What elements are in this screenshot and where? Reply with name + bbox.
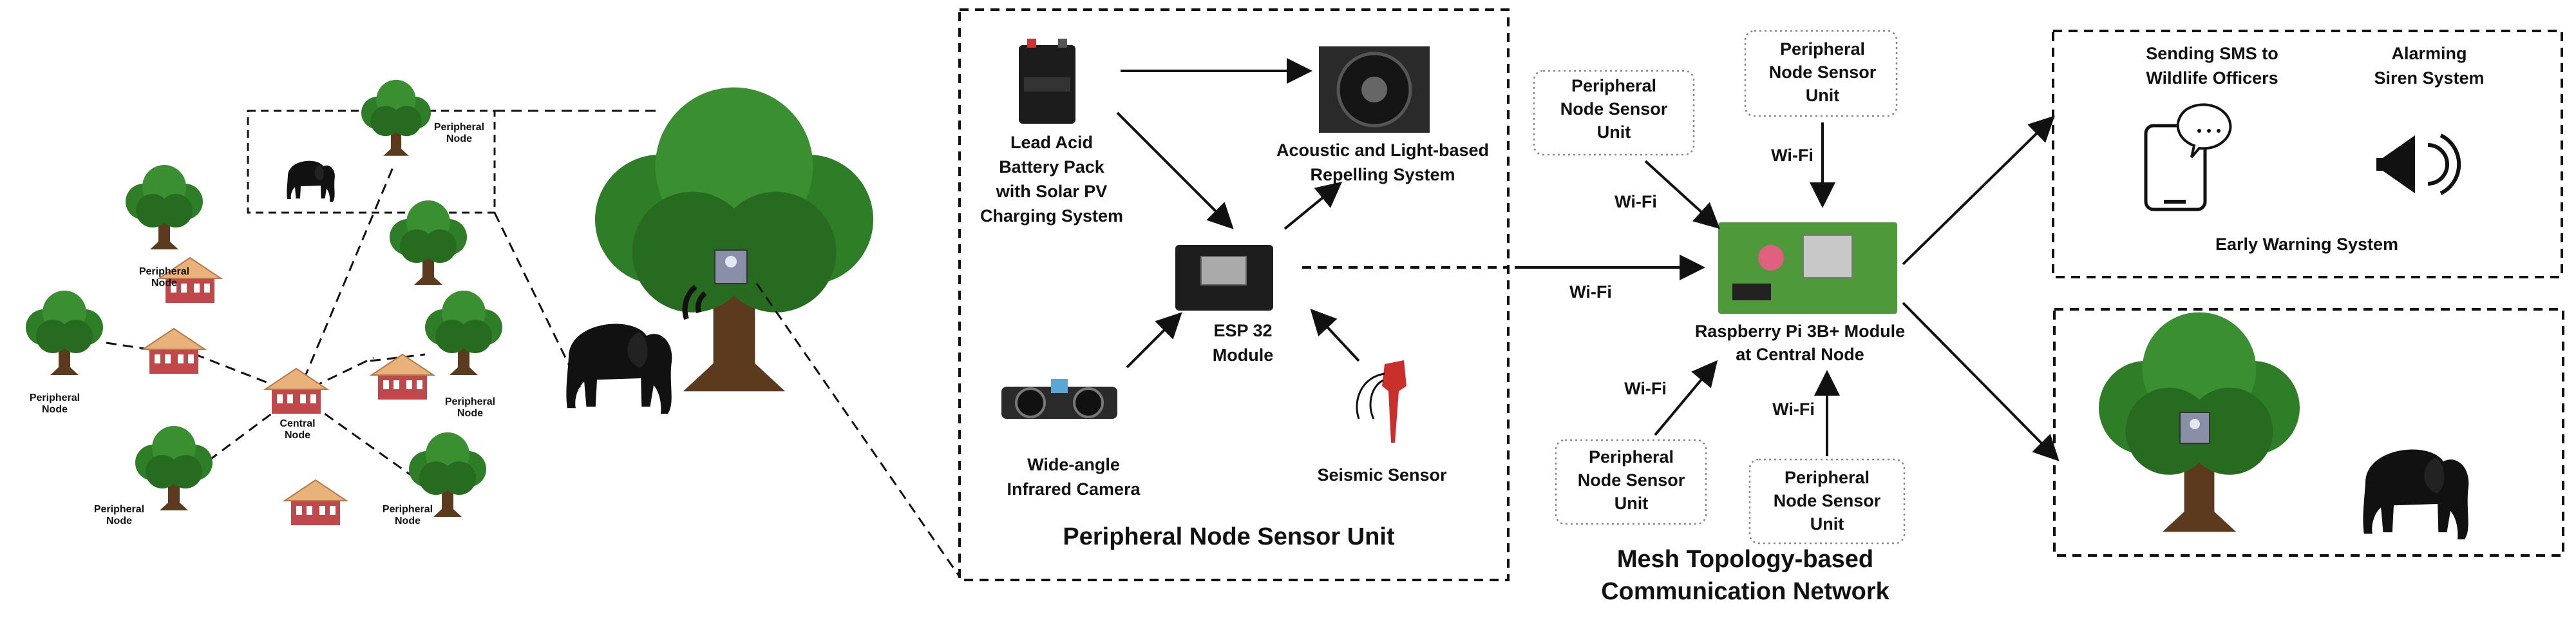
psu-box <box>1533 70 1695 156</box>
repeller-label: Acoustic and Light-based Repelling System <box>1276 140 1489 184</box>
phone-button <box>2164 200 2186 204</box>
arrow-pi-warning <box>1902 115 2055 266</box>
pi-logo <box>1758 245 1784 271</box>
warning-title: Early Warning System <box>2215 235 2398 254</box>
message-dot <box>2217 129 2221 133</box>
house-icon <box>284 479 347 526</box>
seismic-label: Seismic Sensor <box>1317 465 1447 485</box>
psu-label: Peripheral Node Sensor Unit <box>1769 39 1877 105</box>
network-title: Mesh Topology-based Communication Network <box>1601 546 1889 605</box>
arrow-psu-pi <box>1654 360 1718 436</box>
psu-label: Peripheral Node Sensor Unit <box>1774 468 1881 534</box>
mesh-link <box>296 167 394 395</box>
wifi-label: Wi-Fi <box>1569 282 1612 302</box>
camera-lens <box>1073 387 1104 418</box>
arrow-camera-esp <box>1126 312 1182 369</box>
sensor-lens <box>2190 419 2200 429</box>
mesh-link <box>297 393 432 491</box>
elephant-icon <box>566 323 672 414</box>
zoom-line <box>755 283 961 577</box>
psu-label: Peripheral Node Sensor Unit <box>1560 76 1668 142</box>
sensor-unit-title: Peripheral Node Sensor Unit <box>1063 523 1395 550</box>
battery-sticker <box>1024 77 1070 92</box>
speaker-center <box>1361 77 1387 102</box>
tree-icon <box>425 291 502 375</box>
wifi-label: Wi-Fi <box>1772 400 1815 419</box>
battery-label: Lead Acid Battery Pack with Solar PV Chargi… <box>980 133 1123 226</box>
psu-box <box>1748 458 1906 545</box>
signal-wave <box>695 291 707 314</box>
house-icon <box>142 328 205 374</box>
tree-icon <box>361 79 431 156</box>
signal-wave <box>682 284 697 320</box>
siren-icon <box>2383 135 2415 193</box>
sms-label: Sending SMS to Wildlife Officers <box>2146 44 2278 88</box>
peripheral-node-label: Peripheral Node <box>94 504 144 526</box>
message-dot <box>2207 129 2211 133</box>
wifi-label: Wi-Fi <box>1615 192 1657 211</box>
esp32-label: ESP 32 Module <box>1213 321 1274 365</box>
battery-terminal <box>1058 39 1067 48</box>
message-dot <box>2197 129 2201 133</box>
deterrence-box <box>2053 308 2564 557</box>
phone-icon <box>2144 124 2207 211</box>
esp32-shield <box>1200 256 1247 285</box>
sensor-unit-box <box>958 8 1510 581</box>
camera-label: Wide-angle Infrared Camera <box>1007 455 1141 499</box>
seismic-icon <box>1382 360 1406 443</box>
battery-terminal <box>1027 39 1036 48</box>
central-node-label: Central Node <box>279 418 315 441</box>
arrow-battery-esp <box>1116 111 1234 229</box>
camera-cable <box>1051 379 1068 393</box>
pi-chip <box>1732 284 1771 300</box>
sensor-lens <box>725 256 737 267</box>
camera-lens <box>1015 387 1046 418</box>
tree-icon <box>126 165 203 249</box>
arrow-esp-repeller <box>1283 181 1343 230</box>
mesh-link <box>106 342 163 352</box>
warning-box <box>2052 30 2563 278</box>
arrow-psu-pi <box>1644 160 1720 229</box>
house-icon <box>371 354 434 400</box>
pi-label: Raspberry Pi 3B+ Module at Central Node <box>1695 322 1905 364</box>
pi-shield <box>1803 235 1853 278</box>
psu-label: Peripheral Node Sensor Unit <box>1578 447 1685 513</box>
message-bubble-icon <box>2176 103 2232 159</box>
peripheral-node-label: Peripheral Node <box>434 122 484 144</box>
siren-handle <box>2376 158 2385 171</box>
peripheral-node-label: Peripheral Node <box>383 504 433 526</box>
wifi-label: Wi-Fi <box>1771 146 1814 165</box>
wifi-label: Wi-Fi <box>1624 379 1667 398</box>
siren-wave <box>2427 133 2461 195</box>
psu-box <box>1744 30 1898 117</box>
psu-box <box>1555 439 1707 525</box>
peripheral-node-label: Peripheral Node <box>139 266 189 289</box>
siren-label: Alarming Siren System <box>2374 44 2484 88</box>
mesh-link <box>370 353 426 362</box>
peripheral-node-label: Peripheral Node <box>30 392 80 415</box>
seismic-wire <box>1356 372 1385 420</box>
elephant-icon <box>2363 449 2469 539</box>
tree-icon <box>26 291 103 375</box>
sensor-device <box>714 249 748 284</box>
arrow-pi-scene <box>1902 302 2060 461</box>
peripheral-node-label: Peripheral Node <box>445 396 495 419</box>
elephant-icon <box>287 160 335 202</box>
arrow-seismic-esp <box>1310 309 1360 362</box>
house-icon <box>265 368 328 414</box>
tree-icon <box>135 426 213 510</box>
mesh-link <box>297 356 374 396</box>
